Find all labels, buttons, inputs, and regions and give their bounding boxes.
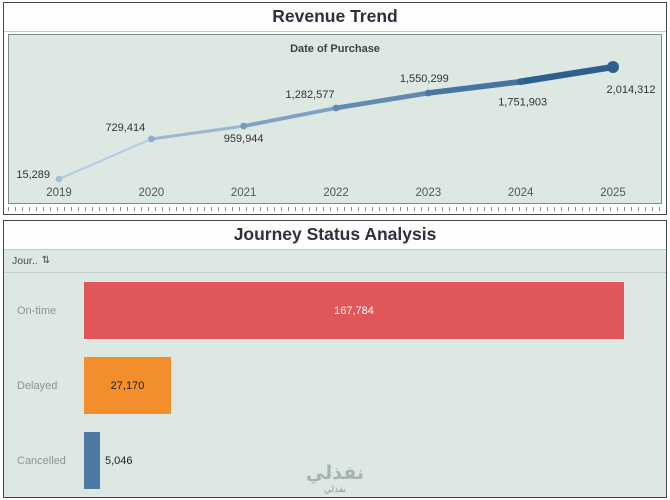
data-point-2023[interactable] bbox=[424, 89, 432, 97]
journey-panel-title: Journey Status Analysis bbox=[4, 221, 666, 250]
trend-line-segment bbox=[517, 63, 617, 85]
bar-row-delayed: Delayed 27,170 bbox=[4, 348, 666, 423]
category-label: On-time bbox=[17, 304, 57, 317]
point-value-label: 959,944 bbox=[224, 133, 264, 145]
bar-value-label: 167,784 bbox=[334, 304, 374, 317]
sort-icon[interactable]: ⇅ bbox=[41, 255, 51, 266]
trend-line-segment bbox=[57, 137, 153, 181]
point-value-label: 1,282,577 bbox=[286, 89, 335, 101]
data-point-2021[interactable] bbox=[240, 122, 248, 130]
revenue-line-chart: Date of Purchase 15,289 2019 729,414 2020 95… bbox=[8, 34, 662, 204]
category-label: Cancelled bbox=[17, 454, 66, 467]
bar-value-label: 27,170 bbox=[110, 379, 145, 392]
axis-tick-marks bbox=[8, 205, 662, 212]
bar-track: 27,170 bbox=[84, 357, 666, 414]
revenue-panel-title: Revenue Trend bbox=[4, 3, 666, 32]
data-point-2020[interactable] bbox=[147, 135, 155, 143]
sort-field-header[interactable]: Jour.. ⇅ bbox=[4, 250, 666, 273]
journey-bar-chart: Jour.. ⇅ On-time 167,784 Delayed 27,170 Canc… bbox=[4, 250, 666, 497]
sort-field-label[interactable]: Jour.. bbox=[12, 255, 38, 267]
point-value-label: 2,014,312 bbox=[607, 84, 656, 96]
journey-panel: Journey Status Analysis Jour.. ⇅ On-time… bbox=[3, 220, 667, 498]
bar-value-label: 5,046 bbox=[105, 454, 133, 467]
bar-row-on-time: On-time 167,784 bbox=[4, 273, 666, 348]
point-value-label: 1,751,903 bbox=[498, 97, 547, 109]
x-axis-label: 2025 bbox=[600, 187, 626, 199]
x-axis-label: 2021 bbox=[231, 187, 257, 199]
category-label: Delayed bbox=[17, 379, 58, 392]
point-value-label: 1,550,299 bbox=[400, 73, 449, 85]
x-axis-label: 2024 bbox=[508, 187, 534, 199]
data-point-2024[interactable] bbox=[517, 78, 525, 86]
data-point-2022[interactable] bbox=[332, 104, 340, 112]
bar-delayed[interactable]: 27,170 bbox=[84, 357, 171, 414]
bar-track: 5,046 bbox=[84, 432, 666, 489]
bar-on-time[interactable]: 167,784 bbox=[84, 282, 624, 339]
x-axis-label: 2020 bbox=[139, 187, 165, 199]
trend-line-segment bbox=[241, 106, 338, 129]
bar-track: 167,784 bbox=[84, 282, 666, 339]
trend-line-segment bbox=[149, 124, 246, 141]
trend-line-segment bbox=[333, 90, 431, 111]
x-axis-label: 2019 bbox=[46, 187, 72, 199]
bar-rows: On-time 167,784 Delayed 27,170 Cancelled 5,04… bbox=[4, 273, 666, 497]
bar-row-cancelled: Cancelled 5,046 bbox=[4, 423, 666, 497]
x-axis-label: 2023 bbox=[416, 187, 442, 199]
bar-cancelled[interactable] bbox=[84, 432, 100, 489]
x-axis-title: Date of Purchase bbox=[290, 43, 380, 55]
trend-line-segment bbox=[425, 78, 524, 96]
revenue-line-chart-svg: 15,289 2019 729,414 2020 959,944 2021 1,282,57… bbox=[16, 61, 656, 199]
point-value-label: 729,414 bbox=[105, 122, 145, 134]
point-value-label: 15,289 bbox=[16, 169, 50, 181]
data-point-2025[interactable] bbox=[607, 61, 619, 73]
data-point-2019[interactable] bbox=[55, 175, 63, 183]
x-axis-label: 2022 bbox=[323, 187, 349, 199]
revenue-panel: Revenue Trend Date of Purchase 15,289 201… bbox=[3, 2, 667, 215]
